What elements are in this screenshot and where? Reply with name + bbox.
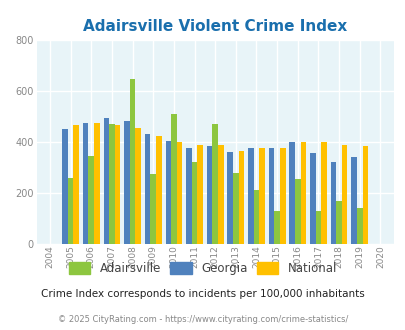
Bar bbox=[362, 146, 367, 244]
Bar bbox=[341, 145, 347, 244]
Bar bbox=[268, 148, 274, 244]
Bar bbox=[309, 153, 315, 244]
Bar bbox=[259, 148, 264, 244]
Text: Crime Index corresponds to incidents per 100,000 inhabitants: Crime Index corresponds to incidents per… bbox=[41, 289, 364, 299]
Bar bbox=[88, 156, 94, 244]
Legend: Adairsville, Georgia, National: Adairsville, Georgia, National bbox=[65, 258, 340, 279]
Bar bbox=[320, 142, 326, 244]
Title: Adairsville Violent Crime Index: Adairsville Violent Crime Index bbox=[83, 19, 346, 34]
Bar bbox=[206, 146, 212, 244]
Bar bbox=[279, 148, 285, 244]
Bar bbox=[227, 152, 232, 244]
Bar bbox=[247, 148, 253, 244]
Bar bbox=[356, 208, 362, 244]
Bar bbox=[294, 179, 300, 244]
Bar bbox=[156, 136, 161, 244]
Bar bbox=[83, 123, 88, 244]
Bar bbox=[335, 201, 341, 244]
Bar bbox=[150, 174, 156, 244]
Bar bbox=[115, 124, 120, 244]
Bar bbox=[253, 190, 259, 244]
Bar bbox=[130, 79, 135, 244]
Bar bbox=[176, 142, 182, 244]
Bar bbox=[62, 129, 68, 244]
Bar bbox=[315, 211, 320, 244]
Bar bbox=[124, 121, 130, 244]
Bar bbox=[330, 162, 335, 244]
Bar bbox=[300, 142, 305, 244]
Bar bbox=[350, 157, 356, 244]
Bar bbox=[171, 114, 176, 244]
Bar bbox=[191, 162, 197, 244]
Bar bbox=[232, 173, 238, 244]
Bar bbox=[212, 124, 217, 244]
Bar bbox=[94, 123, 99, 244]
Bar bbox=[103, 117, 109, 244]
Bar bbox=[289, 142, 294, 244]
Bar bbox=[73, 125, 79, 244]
Bar bbox=[165, 141, 171, 244]
Bar bbox=[145, 134, 150, 244]
Bar bbox=[274, 211, 279, 244]
Bar bbox=[217, 145, 223, 244]
Bar bbox=[197, 145, 202, 244]
Text: © 2025 CityRating.com - https://www.cityrating.com/crime-statistics/: © 2025 CityRating.com - https://www.city… bbox=[58, 315, 347, 324]
Bar bbox=[68, 178, 73, 244]
Bar bbox=[186, 148, 191, 244]
Bar bbox=[135, 128, 141, 244]
Bar bbox=[109, 124, 115, 244]
Bar bbox=[238, 151, 243, 244]
